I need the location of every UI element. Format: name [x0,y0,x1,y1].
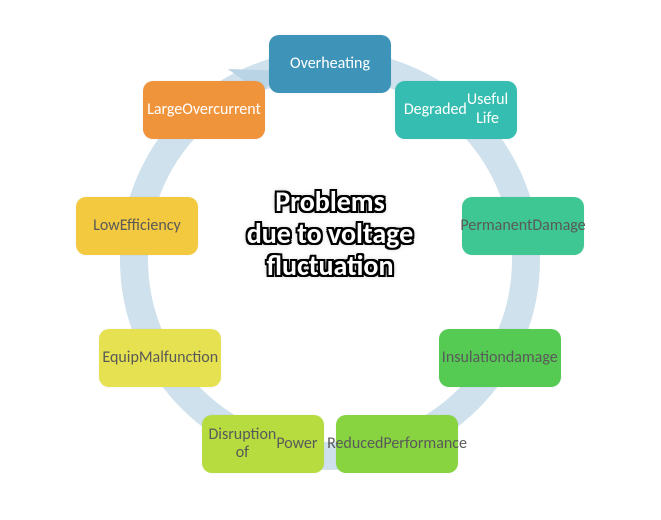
node-permanent-damage: PermanentDamage [462,197,584,255]
center-line3: fluctuation [266,248,393,283]
node-label-line: Low [93,217,120,235]
node-label-line: Insulation [442,349,506,367]
node-reduced-performance: ReducedPerformance [336,415,458,473]
node-label-line: Reduced [327,435,383,453]
node-label-line: Damage [532,217,585,235]
node-label-line: Power [276,435,317,453]
center-line1: Problems [275,184,385,219]
node-label-line: Overheating [290,55,370,73]
node-label-line: Disruption of [208,426,276,463]
node-equip-malfunction: EquipMalfunction [99,329,221,387]
node-label-line: Large [147,101,182,119]
node-large-overcurrent: LargeOvercurrent [143,81,265,139]
center-line2: due to voltage [247,216,414,251]
node-disruption-of-power: Disruption ofPower [202,415,324,473]
node-overheating: Overheating [269,35,391,93]
node-label-line: Degraded [404,101,467,119]
node-label-line: Performance [383,435,467,453]
node-label-line: Malfunction [139,349,218,367]
node-label-line: Useful Life [467,91,508,128]
node-insulation-damage: Insulationdamage [439,329,561,387]
node-label-line: Equip [102,349,138,367]
node-label-line: Efficiency [120,217,181,235]
diagram-container: Problems due to voltage fluctuation Over… [0,0,661,520]
node-label-line: Permanent [460,217,532,235]
center-title: Problems due to voltage fluctuation [218,186,442,283]
node-label-line: Overcurrent [182,101,261,119]
node-low-efficiency: LowEfficiency [76,197,198,255]
node-degraded-useful-life: DegradedUseful Life [395,81,517,139]
node-label-line: damage [506,349,558,367]
